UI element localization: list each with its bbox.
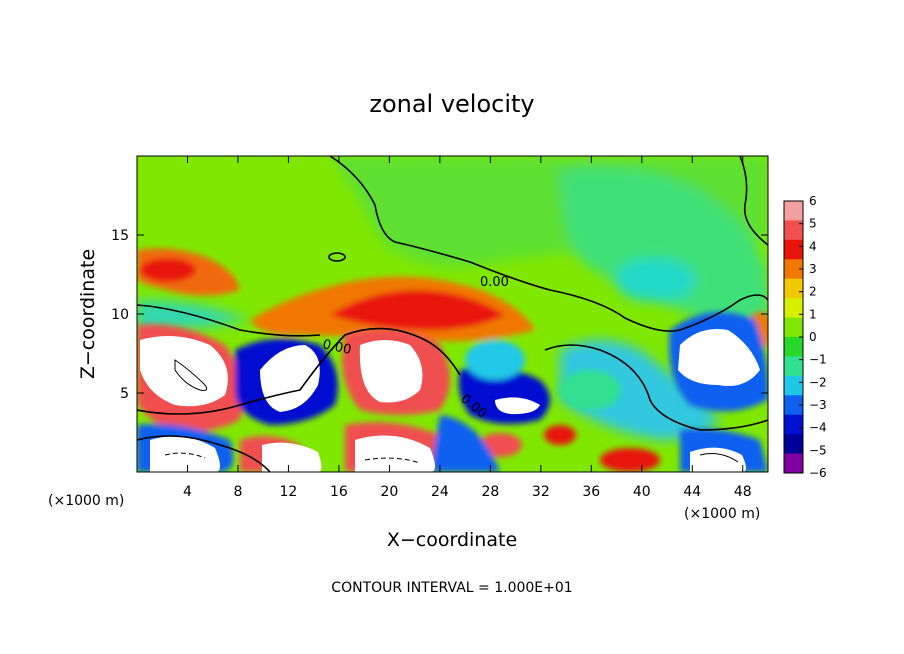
field-white-region-8 [355,435,435,472]
field-white-region-7 [262,442,322,472]
contour-line-bottom [137,435,271,472]
contour-line-zero-top [739,156,768,246]
field-upper-right-cyan [560,167,768,330]
y-tick-label: 10 [111,307,129,323]
x-tick-label: 28 [481,484,499,500]
colorbar-label: −3 [809,398,827,412]
colorbar-swatch [784,220,803,241]
colorbar-label: −5 [809,443,827,457]
field-cyan-spot [615,258,695,302]
colorbar-swatch [784,317,803,338]
contour-line-mid [544,344,768,431]
x-tick-label: 24 [431,484,449,500]
y-tick-label: 5 [120,386,129,402]
x-tick-label: 8 [233,484,242,500]
colorbar-swatch [784,259,803,280]
x-tick-label: 4 [183,484,192,500]
colorbar-label: −1 [809,353,827,367]
colorbar-swatch [784,414,803,435]
colorbar-label: −6 [809,466,827,480]
colorbar-label: 6 [809,194,817,208]
field-mid-blue-right [560,340,720,440]
colorbar-label: 5 [809,217,817,231]
colorbar-swatch [784,239,803,260]
contour-label-1: 0.00 [480,275,509,290]
field-white-region-1 [140,336,228,407]
x-tick-label: 36 [582,484,600,500]
colorbar-swatch [784,395,803,416]
field-white-region-4 [678,329,760,386]
colorbar: 6 5 4 3 2 1 0 −1 −2 −3 −4 −5 −6 [783,194,827,480]
x-tick-label: 20 [380,484,398,500]
x-axis-title: X−coordinate [387,529,517,551]
colorbar-swatch [784,337,803,357]
y-tick-label: 15 [111,228,129,244]
colorbar-swatch [784,434,803,455]
field-cyan-mid-2 [560,370,620,410]
contour-dashed-1 [164,452,206,459]
colorbar-label: 3 [809,262,817,276]
colorbar-label: −4 [809,421,827,435]
field-red-spot-2 [544,425,576,445]
field-red-spot-3 [600,448,660,472]
field-red-core-center [330,290,505,331]
y-axis-title: Z−coordinate [77,249,99,379]
x-unit-right: (×1000 m) [684,506,760,522]
x-tick-label: 48 [734,484,752,500]
x-tick-label: 16 [330,484,348,500]
field-white-region-3 [359,340,423,403]
x-tick-label: 40 [633,484,651,500]
contour-line-lower [137,327,461,415]
colorbar-swatch [784,298,803,319]
contour-line-belt [137,304,321,337]
colorbar-swatch [784,453,803,474]
contour-loop-1 [328,252,346,262]
colorbar-label: 2 [809,285,817,299]
field-blue-ring-3 [430,415,500,472]
field-cyan-mid-1 [465,340,525,380]
colorbar-swatch [784,278,803,299]
field-white-region-6 [150,436,220,472]
contour-inner-1 [174,359,208,391]
x-tick-label: 44 [683,484,701,500]
colorbar-label: −2 [809,375,827,389]
chart-title: zonal velocity [369,90,534,118]
colorbar-label: 4 [809,239,817,253]
colorbar-swatch [784,201,803,221]
field-white-region-5 [495,397,540,415]
colorbar-swatch [784,375,803,396]
x-tick-label: 32 [532,484,550,500]
colorbar-label: 1 [809,307,817,321]
contour-inner-2 [699,453,739,463]
contour-interval-note: CONTOUR INTERVAL = 1.000E+01 [331,580,572,596]
x-tick-label: 12 [280,484,298,500]
contour-label-2: 0.00 [321,337,352,358]
x-unit-left: (×1000 m) [48,493,124,509]
colorbar-swatch [784,356,803,377]
colorbar-label: 0 [809,330,817,344]
field-red-core-left [140,258,196,282]
contour-line-zero-main [329,156,768,332]
velocity-field [137,156,768,472]
contour-dashed-2 [364,457,421,464]
